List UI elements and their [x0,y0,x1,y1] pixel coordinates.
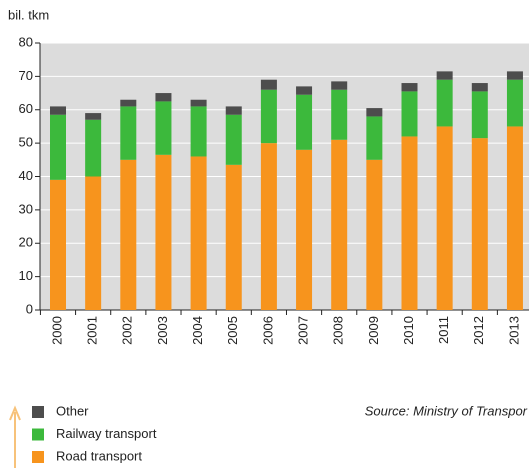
y-tick-label: 70 [19,68,33,83]
bar-segment [190,99,207,107]
bar-segment [120,159,137,310]
x-tick-label: 2008 [331,316,346,345]
bar-segment [296,149,313,310]
y-tick-label: 20 [19,235,33,250]
y-tick-label: 40 [19,168,33,183]
source: Source: Ministry of Transpor [365,403,528,418]
bar-segment [260,79,277,90]
x-tick-label: 2006 [260,316,275,345]
legend-label: Road transport [56,448,142,463]
bar-segment [225,114,242,165]
bar-segment [366,108,383,117]
y-tick-label: 0 [26,301,33,316]
bar-segment [190,156,207,310]
bar-segment [506,71,523,80]
bar-segment [50,106,66,115]
bar-segment [296,94,313,150]
x-tick-label: 2001 [85,316,100,345]
bar-segment [436,126,453,310]
bar-segment [296,86,313,95]
arrow-head [9,405,21,421]
legend-label: Other [56,403,89,418]
x-tick-label: 2004 [190,316,205,345]
x-tick-label: 2000 [49,316,64,345]
bar-segment [366,159,383,310]
y-axis-label: bil. tkm [8,7,49,22]
y-tick-label: 50 [19,135,33,150]
bar-segment [436,71,453,80]
x-tick-label: 2002 [120,316,135,345]
legend-swatch [32,406,44,418]
bar-segment [50,114,66,180]
y-tick-label: 30 [19,201,33,216]
bar-segment [120,99,137,107]
x-tick-label: 2003 [155,316,170,345]
bar-segment [436,79,453,127]
bar-segment [155,93,172,102]
x-tick-label: 2013 [506,316,521,345]
legend-swatch [32,428,44,441]
y-tick-label: 60 [19,101,33,116]
x-tick-label: 2012 [471,316,486,345]
bar-segment [401,83,418,92]
bar-segment [225,164,242,310]
legend-swatch [32,451,44,463]
y-tick-label: 10 [19,268,33,283]
bar-segment [331,81,348,90]
bar-segment [401,91,418,137]
bar-segment [471,91,488,139]
bar-segment [471,138,488,310]
bar-segment [190,106,207,157]
x-tick-label: 2005 [225,316,240,345]
x-tick-label: 2010 [401,316,416,345]
bar-segment [85,113,102,120]
bar-segment [506,126,523,310]
bar-segment [155,101,172,155]
bar-segment [85,176,102,310]
legend-label: Railway transport [56,426,157,441]
bar-segment [260,89,277,144]
y-tick-label: 80 [19,34,33,49]
bar-segment [401,136,418,310]
bar-segment [366,116,383,160]
bar-segment [506,79,523,127]
bar-segment [331,89,348,140]
bar-segment [85,119,102,177]
bar-segment [225,106,242,115]
bar-segment [120,106,137,160]
x-tick-label: 2007 [295,316,310,345]
bar-segment [50,179,66,310]
bar-segment [471,83,488,92]
x-tick-label: 2011 [436,316,451,344]
x-tick-label: 2009 [366,316,381,345]
bar-segment [331,139,348,310]
bar-segment [260,143,277,310]
bar-segment [155,154,172,310]
